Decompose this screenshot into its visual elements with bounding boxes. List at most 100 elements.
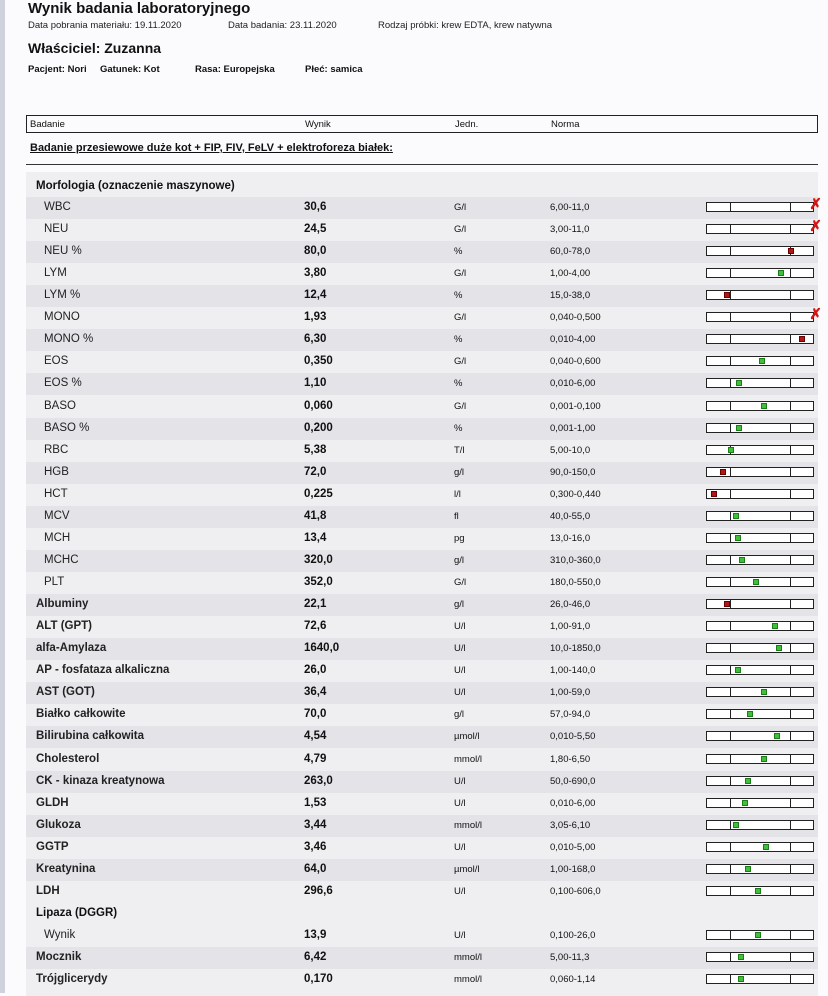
table-row: BASO 0,060 G/l 0,001-0,100 xyxy=(26,396,818,418)
range-indicator: ✗ xyxy=(706,197,822,213)
range-indicator xyxy=(706,400,814,411)
table-row: Wynik 13,9 U/l 0,100-26,0 xyxy=(26,925,818,947)
range-limit-tick xyxy=(730,820,732,829)
table-row: LYM 3,80 G/l 1,00-4,00 xyxy=(26,263,818,285)
result-value: 3,80 xyxy=(304,267,327,280)
result-value: 320,0 xyxy=(304,553,333,566)
reference-range: 0,010-4,00 xyxy=(550,334,596,346)
range-indicator xyxy=(706,929,814,940)
table-row: Mocznik 6,42 mmol/l 5,00-11,3 xyxy=(26,947,818,970)
result-value: 6,30 xyxy=(304,333,327,346)
unit: U/l xyxy=(454,665,466,677)
unit: U/l xyxy=(454,687,466,699)
normal-marker xyxy=(728,446,735,453)
test-name: PLT xyxy=(44,576,65,589)
test-name: Mocznik xyxy=(36,951,82,964)
unit: U/l xyxy=(454,797,466,809)
range-indicator xyxy=(706,290,814,301)
unit: µmol/l xyxy=(454,863,480,875)
range-indicator: ✗ xyxy=(706,307,822,323)
table-row: Albuminy 22,1 g/l 26,0-46,0 xyxy=(26,594,818,617)
range-indicator xyxy=(706,510,814,521)
range-limit-tick xyxy=(730,776,732,785)
range-limit-tick xyxy=(789,467,791,476)
normal-marker xyxy=(752,579,759,586)
reference-range: 0,010-6,00 xyxy=(550,797,596,809)
section-lipase: Lipaza (DGGR) xyxy=(36,906,118,919)
unit: U/l xyxy=(454,885,466,897)
reference-range: 10,0-1850,0 xyxy=(550,643,601,655)
test-name: LYM % xyxy=(44,289,81,302)
test-name: RBC xyxy=(44,443,69,456)
reference-range: 57,0-94,0 xyxy=(550,709,591,721)
table-row: Kreatynina 64,0 µmol/l 1,00-168,0 xyxy=(26,858,818,881)
unit: G/l xyxy=(454,400,467,412)
table-row: AST (GOT) 36,4 U/l 1,00-59,0 xyxy=(26,682,818,705)
table-row: CK - kinaza kreatynowa 263,0 U/l 50,0-690,0 xyxy=(26,770,818,793)
result-value: 263,0 xyxy=(304,774,333,787)
result-value: 30,6 xyxy=(304,201,327,213)
test-name: Glukoza xyxy=(36,818,81,831)
normal-marker xyxy=(732,821,739,828)
range-indicator xyxy=(706,643,814,654)
table-row: RBC 5,38 T/l 5,00-10,0 xyxy=(26,440,818,462)
range-limit-tick xyxy=(730,842,732,851)
range-limit-tick xyxy=(730,533,732,542)
test-name: MCH xyxy=(44,531,71,544)
reference-range: 3,05-6,10 xyxy=(550,819,591,831)
result-value: 296,6 xyxy=(304,884,333,897)
range-limit-tick xyxy=(789,953,791,962)
test-name: HCT xyxy=(44,487,68,500)
range-limit-tick xyxy=(789,269,791,278)
range-limit-tick xyxy=(789,732,791,741)
result-value: 5,38 xyxy=(304,443,327,456)
abnormal-marker xyxy=(724,292,731,299)
range-limit-tick xyxy=(730,203,732,211)
range-limit-tick xyxy=(730,732,732,741)
table-row: HCT 0,225 l/l 0,300-0,440 xyxy=(26,484,818,506)
result-value: 3,46 xyxy=(304,840,327,853)
unit: µmol/l xyxy=(454,731,480,743)
test-name: Cholesterol xyxy=(36,752,100,765)
table-row: AP - fosfataza alkaliczna 26,0 U/l 1,00-140… xyxy=(26,660,818,682)
range-limit-tick xyxy=(789,335,791,344)
range-indicator xyxy=(706,554,814,565)
normal-marker xyxy=(738,556,745,563)
normal-marker xyxy=(759,358,766,365)
out-of-range-icon: ✗ xyxy=(809,218,822,236)
range-limit-tick xyxy=(730,864,732,873)
normal-marker xyxy=(761,402,768,409)
unit: G/l xyxy=(454,202,467,213)
range-limit-tick xyxy=(789,666,791,675)
range-limit-tick xyxy=(789,401,791,410)
unit: G/l xyxy=(454,356,467,368)
test-name: Bilirubina całkowita xyxy=(36,730,144,743)
test-name: NEU % xyxy=(44,245,82,258)
reference-range: 1,00-168,0 xyxy=(550,863,596,875)
result-value: 80,0 xyxy=(304,245,327,258)
result-value: 3,44 xyxy=(304,818,327,831)
table-row: alfa-Amylaza 1640,0 U/l 10,0-1850,0 xyxy=(26,638,818,661)
col-norm: Norma xyxy=(551,119,580,130)
reference-range: 1,00-4,00 xyxy=(550,268,591,280)
range-limit-tick xyxy=(730,578,732,587)
test-name: alfa-Amylaza xyxy=(36,642,107,655)
panel-title: Badanie przesiewowe duże kot + FIP, FIV,… xyxy=(30,142,393,154)
test-name: Wynik xyxy=(44,928,76,941)
result-value: 72,0 xyxy=(304,465,327,478)
unit: g/l xyxy=(454,599,465,611)
range-limit-tick xyxy=(789,776,791,785)
reference-range: 40,0-55,0 xyxy=(550,510,591,522)
normal-marker xyxy=(773,733,780,740)
test-name: LDH xyxy=(36,884,60,897)
result-value: 0,350 xyxy=(304,355,333,368)
result-value: 6,42 xyxy=(304,951,327,964)
test-name: MCHC xyxy=(44,553,79,566)
reference-range: 0,100-26,0 xyxy=(550,929,596,941)
range-limit-tick xyxy=(730,798,732,807)
range-limit-tick xyxy=(789,930,791,939)
sample-type: Rodzaj próbki: krew EDTA, krew natywna xyxy=(378,20,553,31)
column-header: Badanie Wynik Jedn. Norma xyxy=(26,115,818,133)
table-row: PLT 352,0 G/l 180,0-550,0 xyxy=(26,572,818,594)
normal-marker xyxy=(742,799,749,806)
